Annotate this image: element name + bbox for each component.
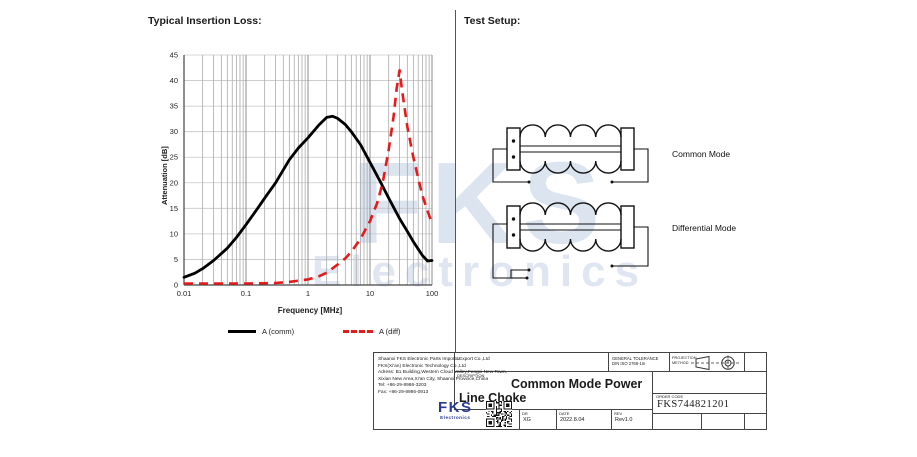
date-value: 2022.8.04 (560, 417, 585, 423)
polarity-dot (511, 155, 516, 159)
section-divider (455, 10, 456, 352)
order-code-value: FKS744821201 (657, 399, 730, 410)
svg-text:20: 20 (170, 178, 178, 187)
company-line: FKS(Xi'an) Electronic Technology Co.,Ltd (378, 363, 466, 369)
legend-swatch-solid (228, 330, 256, 333)
tb-border (701, 413, 702, 429)
order-code-label: ORDER CODE (656, 394, 684, 399)
description-cell: DESCRIPTION Common Mode Power Line Choke (455, 372, 651, 409)
date-cell: DATE 2022.8.04 (557, 410, 611, 429)
fks-logo-subtext: Electronics (440, 415, 471, 420)
tolerance-value: DIN ISO 2768-1m (612, 361, 646, 367)
company-line: Adress: B1 Building,Western Cloud Valley… (378, 370, 507, 376)
fks-logo-text: FKS (438, 399, 473, 416)
svg-text:15: 15 (170, 204, 178, 213)
company-line: Xixian New Area,Xi'an City, Shaanxi Prov… (378, 376, 489, 382)
insertion-loss-chart: 0 5 10 15 20 25 30 35 40 45 0.01 0.1 1 10 100 (170, 51, 439, 299)
polarity-dot (511, 217, 516, 221)
tolerance-label: GENERAL TOLERANCE (612, 356, 659, 361)
company-info: Shaanxi FKS Electronic Parts Import&Expo… (378, 357, 507, 397)
projection-cell: PROJECTION METHOD (670, 354, 743, 371)
projection-label: PROJECTION METHOD (672, 356, 697, 365)
svg-text:0.1: 0.1 (241, 289, 251, 298)
svg-text:0: 0 (174, 281, 178, 290)
polarity-dot (511, 233, 516, 237)
svg-text:100: 100 (426, 289, 439, 298)
y-axis-label: Attenuation [dB] (160, 146, 169, 205)
legend-swatch-dashed (343, 330, 373, 333)
tb-border (454, 353, 455, 409)
terminal-dot (525, 276, 529, 280)
legend-item-diff: A (diff) (343, 327, 401, 336)
x-axis-label: Frequency [MHz] (277, 306, 343, 315)
projection-method-icon (691, 355, 741, 371)
terminal-dot (527, 180, 531, 184)
company-line: Tel: +86-29-8986-3203 (378, 383, 427, 389)
qr-code (486, 401, 512, 427)
company-line: Shaanxi FKS Electronic Parts Import&Expo… (378, 357, 490, 362)
tb-border (669, 353, 670, 371)
test-setup-section-title: Test Setup: (464, 15, 521, 27)
tolerance-cell: GENERAL TOLERANCE DIN ISO 2768-1m (609, 354, 670, 367)
tb-border (744, 353, 745, 371)
tb-border (608, 353, 609, 371)
dr-label: DR (522, 411, 528, 416)
svg-text:40: 40 (170, 76, 178, 85)
tb-border (556, 409, 557, 429)
svg-text:0.01: 0.01 (177, 289, 192, 298)
dr-value: XG (523, 417, 531, 423)
tb-border (652, 413, 766, 414)
title-block: Shaanxi FKS Electronic Parts Import&Expo… (373, 352, 767, 430)
watermark-electronics-text: Electronics (311, 247, 649, 297)
legend-label-diff: A (diff) (379, 327, 401, 336)
tb-border (454, 409, 652, 410)
dr-cell: DR XG (520, 410, 556, 429)
svg-text:10: 10 (170, 229, 178, 238)
tb-border (454, 371, 766, 372)
tb-border (611, 409, 612, 429)
svg-text:1: 1 (306, 289, 310, 298)
fks-logo: FKS Electronics (438, 400, 473, 420)
differential-mode-choke-diagram (492, 202, 649, 280)
tb-border (744, 413, 745, 429)
polarity-dot (511, 139, 516, 143)
svg-text:45: 45 (170, 51, 178, 60)
legend-label-comm: A (comm) (262, 327, 295, 336)
rev-label: REV (614, 411, 623, 416)
order-code-cell: ORDER CODE FKS744821201 (653, 393, 766, 413)
company-line: Fax: +86-29-8986-0913 (378, 390, 429, 396)
svg-text:10: 10 (366, 289, 374, 298)
chart-section-title: Typical Insertion Loss: (148, 15, 262, 27)
description-label: DESCRIPTION (457, 373, 485, 378)
terminal-dot (610, 264, 614, 268)
rev-cell: REV Rev1.0 (612, 410, 652, 429)
legend-item-comm: A (comm) (228, 327, 294, 336)
svg-text:35: 35 (170, 102, 178, 111)
terminal-dot (610, 180, 614, 184)
common-mode-choke-diagram (492, 124, 649, 184)
common-mode-label: Common Mode (672, 149, 731, 159)
svg-text:30: 30 (170, 127, 178, 136)
svg-text:5: 5 (174, 255, 178, 264)
tb-border (652, 371, 653, 429)
terminal-dot (527, 268, 531, 272)
date-label: DATE (559, 411, 570, 416)
tb-border (652, 393, 766, 394)
differential-mode-label: Differential Mode (672, 223, 737, 233)
tb-border (519, 409, 520, 429)
rev-value: Rev1.0 (615, 417, 633, 423)
svg-text:25: 25 (170, 153, 178, 162)
